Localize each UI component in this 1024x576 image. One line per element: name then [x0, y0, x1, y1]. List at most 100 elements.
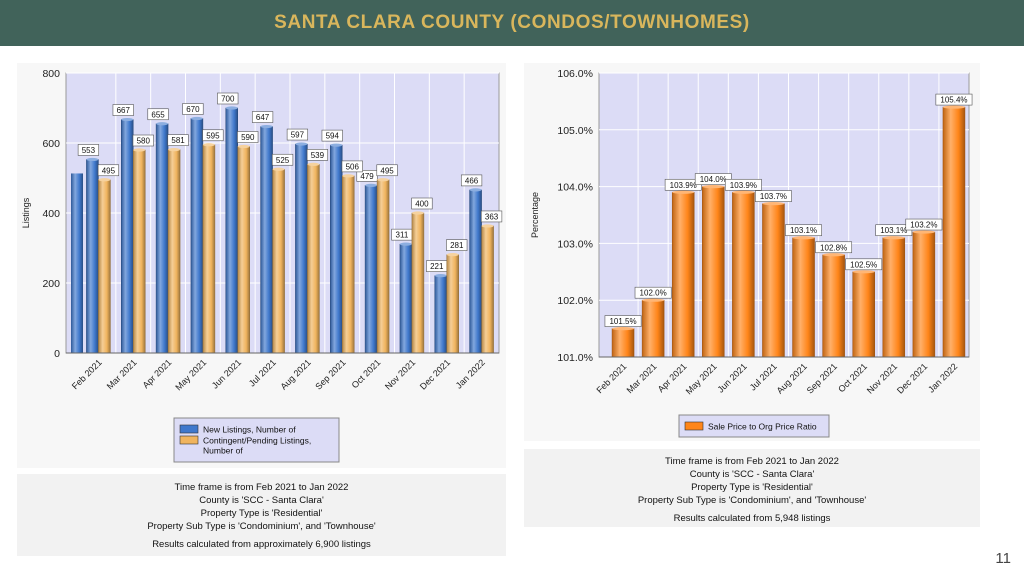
bar — [342, 175, 355, 354]
bar — [167, 149, 181, 354]
data-label: 525 — [276, 156, 290, 165]
data-label: 103.9% — [730, 181, 757, 190]
legend-label: Sale Price to Org Price Ratio — [708, 422, 817, 432]
data-label-box — [77, 144, 100, 156]
data-label-box — [460, 174, 483, 187]
data-label: 594 — [326, 132, 340, 141]
bar-cap — [295, 142, 308, 146]
x-tick-label: Dec 2021 — [895, 361, 929, 395]
county-note: County is 'SCC - Santa Clara' — [689, 469, 815, 480]
bar-cap — [98, 178, 111, 182]
bar-cap — [121, 117, 134, 122]
bar-cap — [133, 148, 146, 152]
x-tick-label: Jul 2021 — [247, 357, 278, 388]
data-label-box — [815, 241, 853, 254]
data-label-box — [237, 131, 259, 143]
legend-box — [173, 417, 340, 463]
bar — [121, 119, 134, 354]
bar-cap — [365, 183, 378, 187]
data-label: 580 — [137, 137, 151, 146]
bar — [481, 225, 494, 354]
data-label-box — [271, 153, 294, 166]
x-tick-label: Aug 2021 — [775, 361, 809, 395]
bar — [155, 123, 169, 354]
bar — [792, 237, 815, 358]
data-label: 495 — [102, 166, 116, 175]
listings-bar-chart: 0 200 400 600 800 Listings 553 667 655 670 700 647 5… — [21, 68, 503, 463]
data-label: 539 — [311, 151, 325, 160]
legend-label: New Listings, Number of — [203, 425, 296, 435]
bar — [307, 164, 320, 354]
x-tick-label: Jun 2021 — [716, 361, 749, 394]
bar — [822, 254, 845, 358]
bar-cap — [342, 174, 355, 178]
x-tick-label: Oct 2021 — [350, 357, 383, 390]
data-label-box — [147, 108, 169, 121]
data-label-box — [446, 239, 468, 251]
page-number: 11 — [995, 550, 1011, 567]
bar-cap — [237, 144, 250, 149]
y-tick-label: 106.0% — [557, 68, 593, 80]
bar-cap — [434, 274, 447, 278]
bar-cap — [168, 148, 181, 152]
data-label-box — [286, 128, 309, 141]
data-label-box — [411, 197, 433, 210]
bar — [641, 299, 665, 358]
bar-cap — [272, 167, 285, 171]
y-tick-label: 200 — [42, 278, 60, 290]
data-label-box — [321, 129, 343, 142]
timeframe-note: Time frame is from Feb 2021 to Jan 2022 — [665, 456, 839, 467]
bar — [942, 106, 966, 358]
y-tick-label: 101.0% — [557, 352, 593, 364]
y-tick-label: 600 — [42, 138, 60, 150]
data-label: 700 — [221, 95, 235, 104]
legend-label: Number of — [203, 446, 243, 456]
property-type-note: Property Type is 'Residential' — [691, 482, 813, 493]
bar — [98, 179, 111, 354]
data-label-box — [755, 190, 792, 202]
data-label: 101.5% — [609, 317, 636, 326]
data-label-box — [217, 92, 239, 105]
x-tick-label: Dec 2021 — [418, 357, 452, 391]
bar — [411, 212, 425, 354]
data-label-box — [604, 315, 642, 327]
legend-box — [678, 414, 830, 438]
data-label-box — [905, 218, 943, 231]
partial-bar — [71, 173, 83, 353]
data-label: 670 — [186, 105, 200, 114]
data-label: 495 — [380, 166, 394, 175]
data-label-box — [202, 129, 224, 142]
data-label: 102.8% — [820, 243, 847, 252]
data-label: 103.9% — [670, 181, 697, 190]
data-label-box — [182, 103, 204, 115]
bar-cap — [469, 188, 482, 192]
header-banner — [0, 0, 1024, 46]
property-type-note: Property Type is 'Residential' — [200, 508, 323, 519]
data-label: 281 — [450, 241, 464, 250]
x-tick-label: May 2021 — [684, 361, 719, 396]
data-label-box — [845, 258, 883, 271]
bar — [732, 192, 755, 358]
y-tick-label: 104.0% — [557, 182, 593, 194]
y-axis-label: Percentage — [530, 192, 540, 238]
bar-cap — [732, 190, 755, 194]
y-tick-label: 102.0% — [557, 295, 593, 307]
data-label: 466 — [465, 176, 479, 185]
data-label-box — [935, 93, 973, 106]
x-tick-label: Nov 2021 — [383, 357, 417, 391]
x-tick-label: Mar 2021 — [105, 357, 139, 391]
data-label-box — [132, 134, 154, 147]
legend-swatch — [179, 424, 199, 434]
results-note: Results calculated from 5,948 listings — [673, 513, 831, 524]
y-tick-label: 105.0% — [557, 125, 593, 137]
bar — [260, 126, 273, 354]
page-title: SANTA CLARA COUNTY (CONDOS/TOWNHOMES) — [274, 12, 750, 33]
data-label-box — [634, 286, 672, 299]
data-label-box — [97, 164, 120, 177]
x-tick-label: Sep 2021 — [805, 361, 839, 395]
y-tick-label: 0 — [54, 348, 60, 360]
bar — [852, 271, 875, 358]
bar-cap — [912, 230, 935, 234]
bar — [237, 146, 250, 354]
data-label: 103.1% — [880, 226, 907, 235]
